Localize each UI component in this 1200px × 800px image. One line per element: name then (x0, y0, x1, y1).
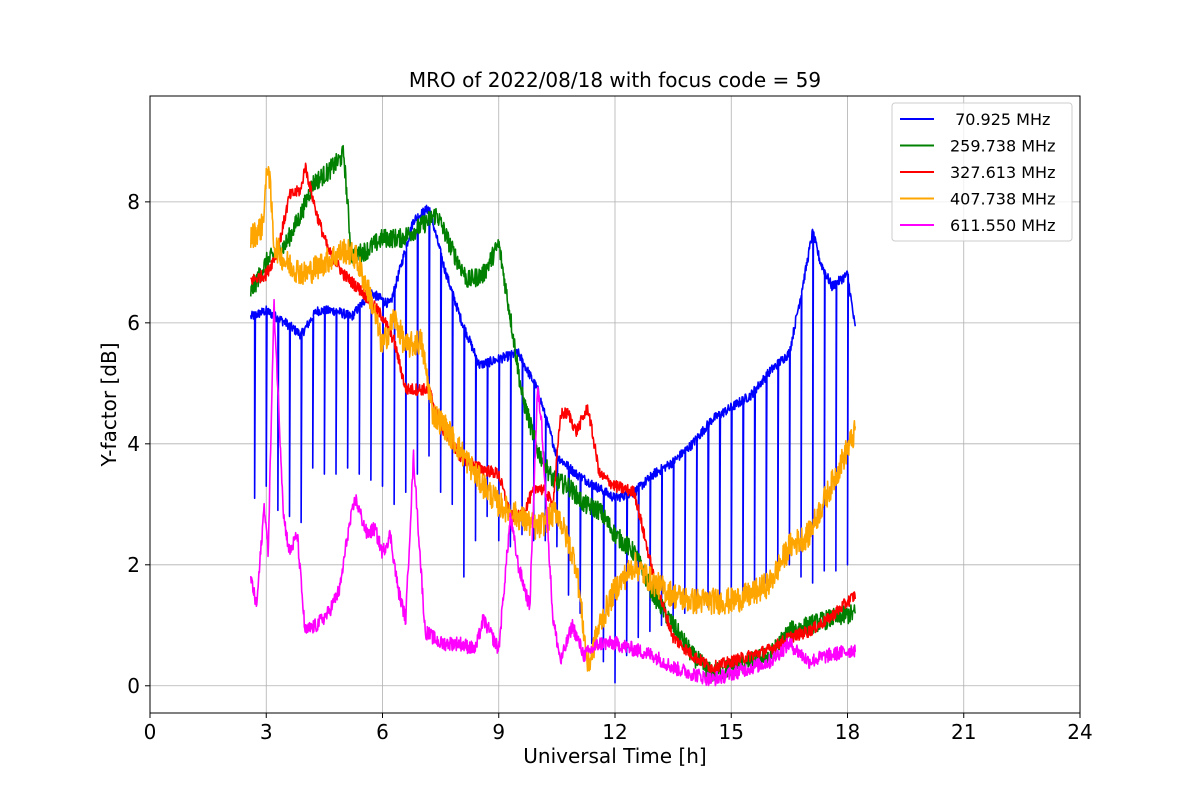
series-line-0 (249, 204, 857, 684)
x-tick-label: 12 (602, 720, 627, 744)
y-tick-label: 6 (127, 311, 140, 335)
x-tick-label: 9 (492, 720, 505, 744)
y-tick-label: 2 (127, 553, 140, 577)
legend-label: 259.738 MHz (950, 137, 1055, 156)
y-tick-label: 4 (127, 432, 140, 456)
legend-label: 70.925 MHz (950, 110, 1050, 129)
series-lines (249, 144, 857, 687)
legend: 70.925 MHz 259.738 MHz 327.613 MHz 407.738 … (891, 102, 1073, 242)
x-tick-label: 21 (951, 720, 976, 744)
legend-label: 407.738 MHz (950, 190, 1055, 209)
series-line-3 (249, 166, 857, 672)
x-tick-label: 18 (835, 720, 860, 744)
y-tick-label: 0 (127, 674, 140, 698)
x-tick-label: 24 (1067, 720, 1092, 744)
legend-label: 327.613 MHz (950, 163, 1055, 182)
legend-label: 611.550 MHz (950, 216, 1055, 235)
x-tick-label: 3 (260, 720, 273, 744)
x-tick-label: 15 (719, 720, 744, 744)
y-axis-label: Y-factor [dB] (97, 342, 121, 467)
x-axis-label: Universal Time [h] (523, 744, 706, 768)
series-line-1 (249, 144, 857, 682)
y-tick-label: 8 (127, 190, 140, 214)
series-line-4 (249, 298, 857, 687)
x-tick-label: 0 (144, 720, 157, 744)
x-tick-label: 6 (376, 720, 389, 744)
legend-box (891, 102, 1073, 242)
chart-title: MRO of 2022/08/18 with focus code = 59 (409, 68, 821, 92)
